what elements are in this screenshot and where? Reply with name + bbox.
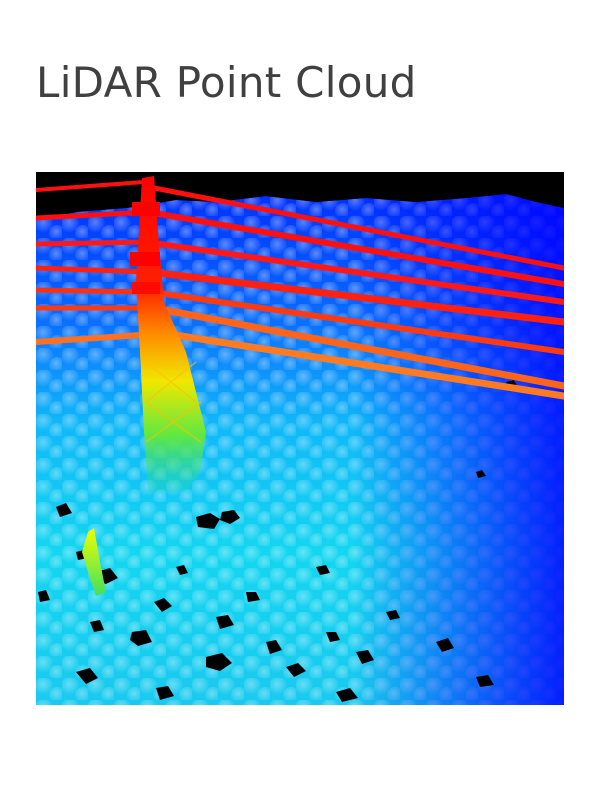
page-title: LiDAR Point Cloud: [36, 58, 417, 107]
lidar-point-cloud-image: [36, 172, 564, 705]
point-cloud-graphic: [36, 172, 564, 705]
